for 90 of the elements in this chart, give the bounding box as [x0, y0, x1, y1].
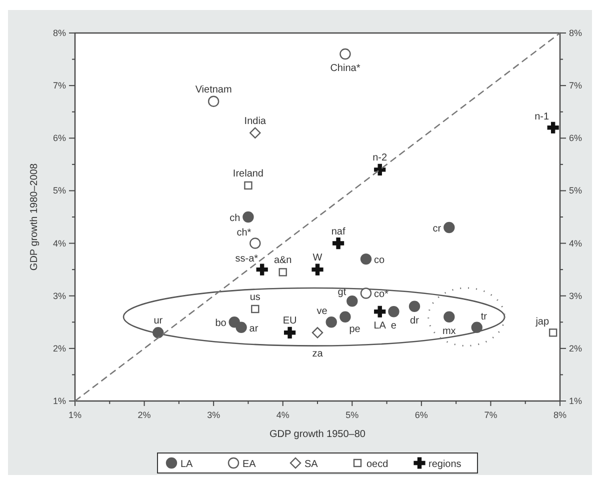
point — [408, 300, 420, 312]
data-label: ch* — [236, 227, 252, 238]
y-tick-label: 7% — [52, 80, 66, 91]
legend-label: regions — [428, 459, 462, 470]
y2-tick-label: 4% — [569, 238, 582, 248]
point — [332, 237, 344, 250]
data-label: ar — [249, 323, 259, 334]
data-label: China* — [330, 63, 360, 74]
point — [236, 322, 247, 333]
legend-label: oecd — [366, 459, 388, 470]
y2-tick-label: 1% — [569, 396, 582, 406]
point — [256, 264, 268, 276]
x-tick-label: 5% — [346, 410, 359, 420]
data-label: EU — [282, 316, 297, 327]
x-tick-label: 2% — [138, 410, 151, 420]
y-tick-label: 2% — [52, 343, 66, 354]
point — [326, 316, 337, 328]
point — [374, 306, 386, 318]
data-label: za — [312, 348, 324, 360]
x-tick-label: 4% — [276, 410, 290, 420]
data-label: tr — [480, 311, 488, 322]
y2-tick-label: 2% — [569, 343, 582, 354]
point — [244, 181, 252, 190]
point — [360, 288, 372, 299]
data-label: co* — [374, 289, 389, 300]
data-label: us — [250, 292, 260, 303]
data-label: W — [312, 252, 323, 264]
point — [278, 268, 287, 276]
data-label: ch — [230, 213, 240, 224]
y-tick-label: 5% — [52, 186, 66, 196]
data-label: ve — [316, 306, 328, 318]
point — [152, 327, 164, 338]
y2-tick-label: 8% — [569, 28, 582, 38]
point — [312, 327, 324, 338]
data-label: dr — [410, 315, 420, 326]
point — [360, 253, 372, 265]
point — [312, 264, 324, 276]
data-label: n-1 — [534, 112, 550, 123]
point — [388, 306, 400, 318]
data-label: ss-a* — [235, 254, 258, 265]
point — [251, 304, 260, 314]
data-label: cr — [432, 224, 442, 235]
y-tick-label: 6% — [52, 133, 66, 144]
legend-label: SA — [304, 459, 318, 470]
point — [284, 326, 296, 338]
data-label: India — [244, 116, 266, 127]
data-label: LA — [374, 320, 386, 332]
data-label: gt — [338, 287, 346, 298]
data-label: co — [374, 255, 385, 266]
x-tick-label: 7% — [484, 410, 498, 420]
point — [444, 222, 455, 234]
point — [548, 328, 558, 337]
x-tick-label: 1% — [68, 410, 82, 420]
y2-tick-label: 5% — [569, 186, 582, 196]
point — [340, 48, 351, 60]
data-label: jap — [534, 316, 550, 328]
data-label: a&n — [274, 255, 292, 266]
y-tick-label: 3% — [52, 290, 66, 301]
y-tick-label: 4% — [52, 238, 66, 248]
point — [242, 211, 254, 223]
point — [471, 322, 482, 333]
data-label: ur — [154, 316, 164, 327]
data-label: mx — [442, 326, 456, 337]
data-label: Vietnam — [195, 84, 232, 96]
y2-tick-label: 3% — [569, 290, 582, 301]
x-axis-title: GDP growth 1950–80 — [270, 429, 366, 440]
point — [340, 311, 351, 322]
y2-tick-label: 7% — [569, 80, 582, 91]
data-label: e — [390, 320, 397, 332]
x-tick-label: 3% — [207, 410, 220, 420]
legend-label: LA — [180, 459, 194, 470]
data-label: Ireland — [232, 168, 264, 180]
data-label: bo — [215, 318, 227, 330]
point — [444, 311, 455, 322]
y-tick-label: 8% — [52, 28, 66, 38]
y2-tick-label: 6% — [569, 133, 582, 144]
data-label: n-2 — [372, 152, 388, 164]
x-tick-label: 8% — [553, 410, 567, 420]
point — [250, 238, 261, 249]
x-tick-label: 6% — [414, 410, 428, 420]
y-axis-title: GDP growth 1980–2008 — [29, 163, 40, 271]
point — [346, 296, 358, 307]
point — [374, 164, 386, 176]
data-label: pe — [349, 324, 361, 335]
point — [208, 96, 220, 107]
y-tick-label: 1% — [52, 396, 66, 406]
legend-label: EA — [242, 459, 256, 470]
point — [547, 122, 559, 134]
point — [250, 127, 261, 138]
data-label: naf — [331, 226, 346, 238]
